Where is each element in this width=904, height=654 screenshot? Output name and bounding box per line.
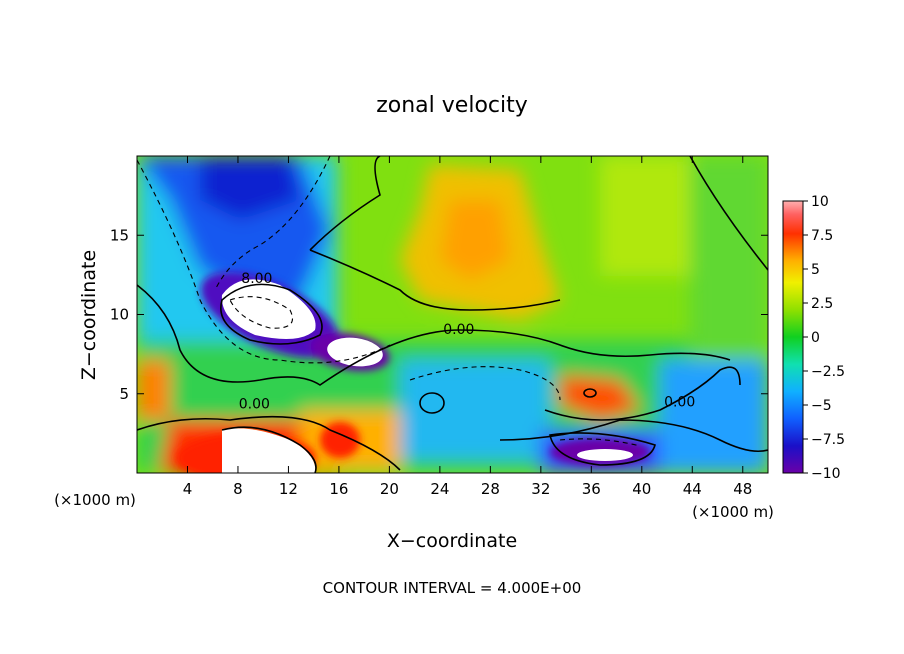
y-tick-label: 10 [110, 306, 129, 324]
colorbar: 10 7.5 5 2.5 0 −2.5 −5 −7.5 −10 [782, 194, 845, 482]
colorbar-tick-label: −10 [811, 466, 841, 482]
colorbar-tick-label: 0 [811, 330, 820, 346]
chart-title: zonal velocity [376, 93, 528, 118]
contour-labels: 8.00 0.00 0.00 0.00 [239, 271, 695, 412]
x-axis-ticks: 4 8 12 16 20 24 28 32 36 40 44 48 [183, 156, 752, 498]
x-tick-label: 40 [632, 480, 651, 498]
x-tick-label: 8 [233, 480, 243, 498]
x-tick-label: 12 [279, 480, 298, 498]
colorbar-ramp [782, 200, 804, 474]
x-tick-label: 24 [430, 480, 449, 498]
contour-label: 0.00 [239, 396, 270, 412]
x-axis-label: X−coordinate [387, 530, 517, 552]
colorbar-tick-label: −5 [811, 398, 832, 414]
colorbar-tick-label: 2.5 [811, 296, 833, 312]
x-unit-label-left: (×1000 m) [54, 491, 136, 509]
x-tick-label: 16 [329, 480, 348, 498]
y-axis-label: Z−coordinate [78, 250, 100, 380]
colorbar-tick-label: −7.5 [811, 432, 845, 448]
contour-label: 0.00 [664, 395, 695, 411]
contour-interval-note: CONTOUR INTERVAL = 4.000E+00 [323, 579, 582, 597]
colorbar-ticks: 10 7.5 5 2.5 0 −2.5 −5 −7.5 −10 [803, 194, 845, 482]
y-axis-ticks: 5 10 15 [110, 226, 768, 403]
x-tick-label: 32 [531, 480, 550, 498]
x-tick-label: 4 [183, 480, 193, 498]
contour-label: 0.00 [443, 322, 474, 338]
heatmap-field [137, 156, 768, 473]
contour-label: 8.00 [241, 271, 272, 287]
x-tick-label: 44 [683, 480, 702, 498]
x-tick-label: 28 [481, 480, 500, 498]
colorbar-tick-label: 5 [811, 262, 820, 278]
y-tick-label: 5 [119, 385, 129, 403]
x-tick-label: 20 [380, 480, 399, 498]
x-tick-label: 36 [582, 480, 601, 498]
y-tick-label: 15 [110, 226, 129, 244]
colorbar-tick-label: 7.5 [811, 228, 833, 244]
x-tick-label: 48 [733, 480, 752, 498]
colorbar-tick-label: −2.5 [811, 364, 845, 380]
x-unit-label-right: (×1000 m) [692, 503, 774, 521]
colorbar-tick-label: 10 [811, 194, 829, 210]
